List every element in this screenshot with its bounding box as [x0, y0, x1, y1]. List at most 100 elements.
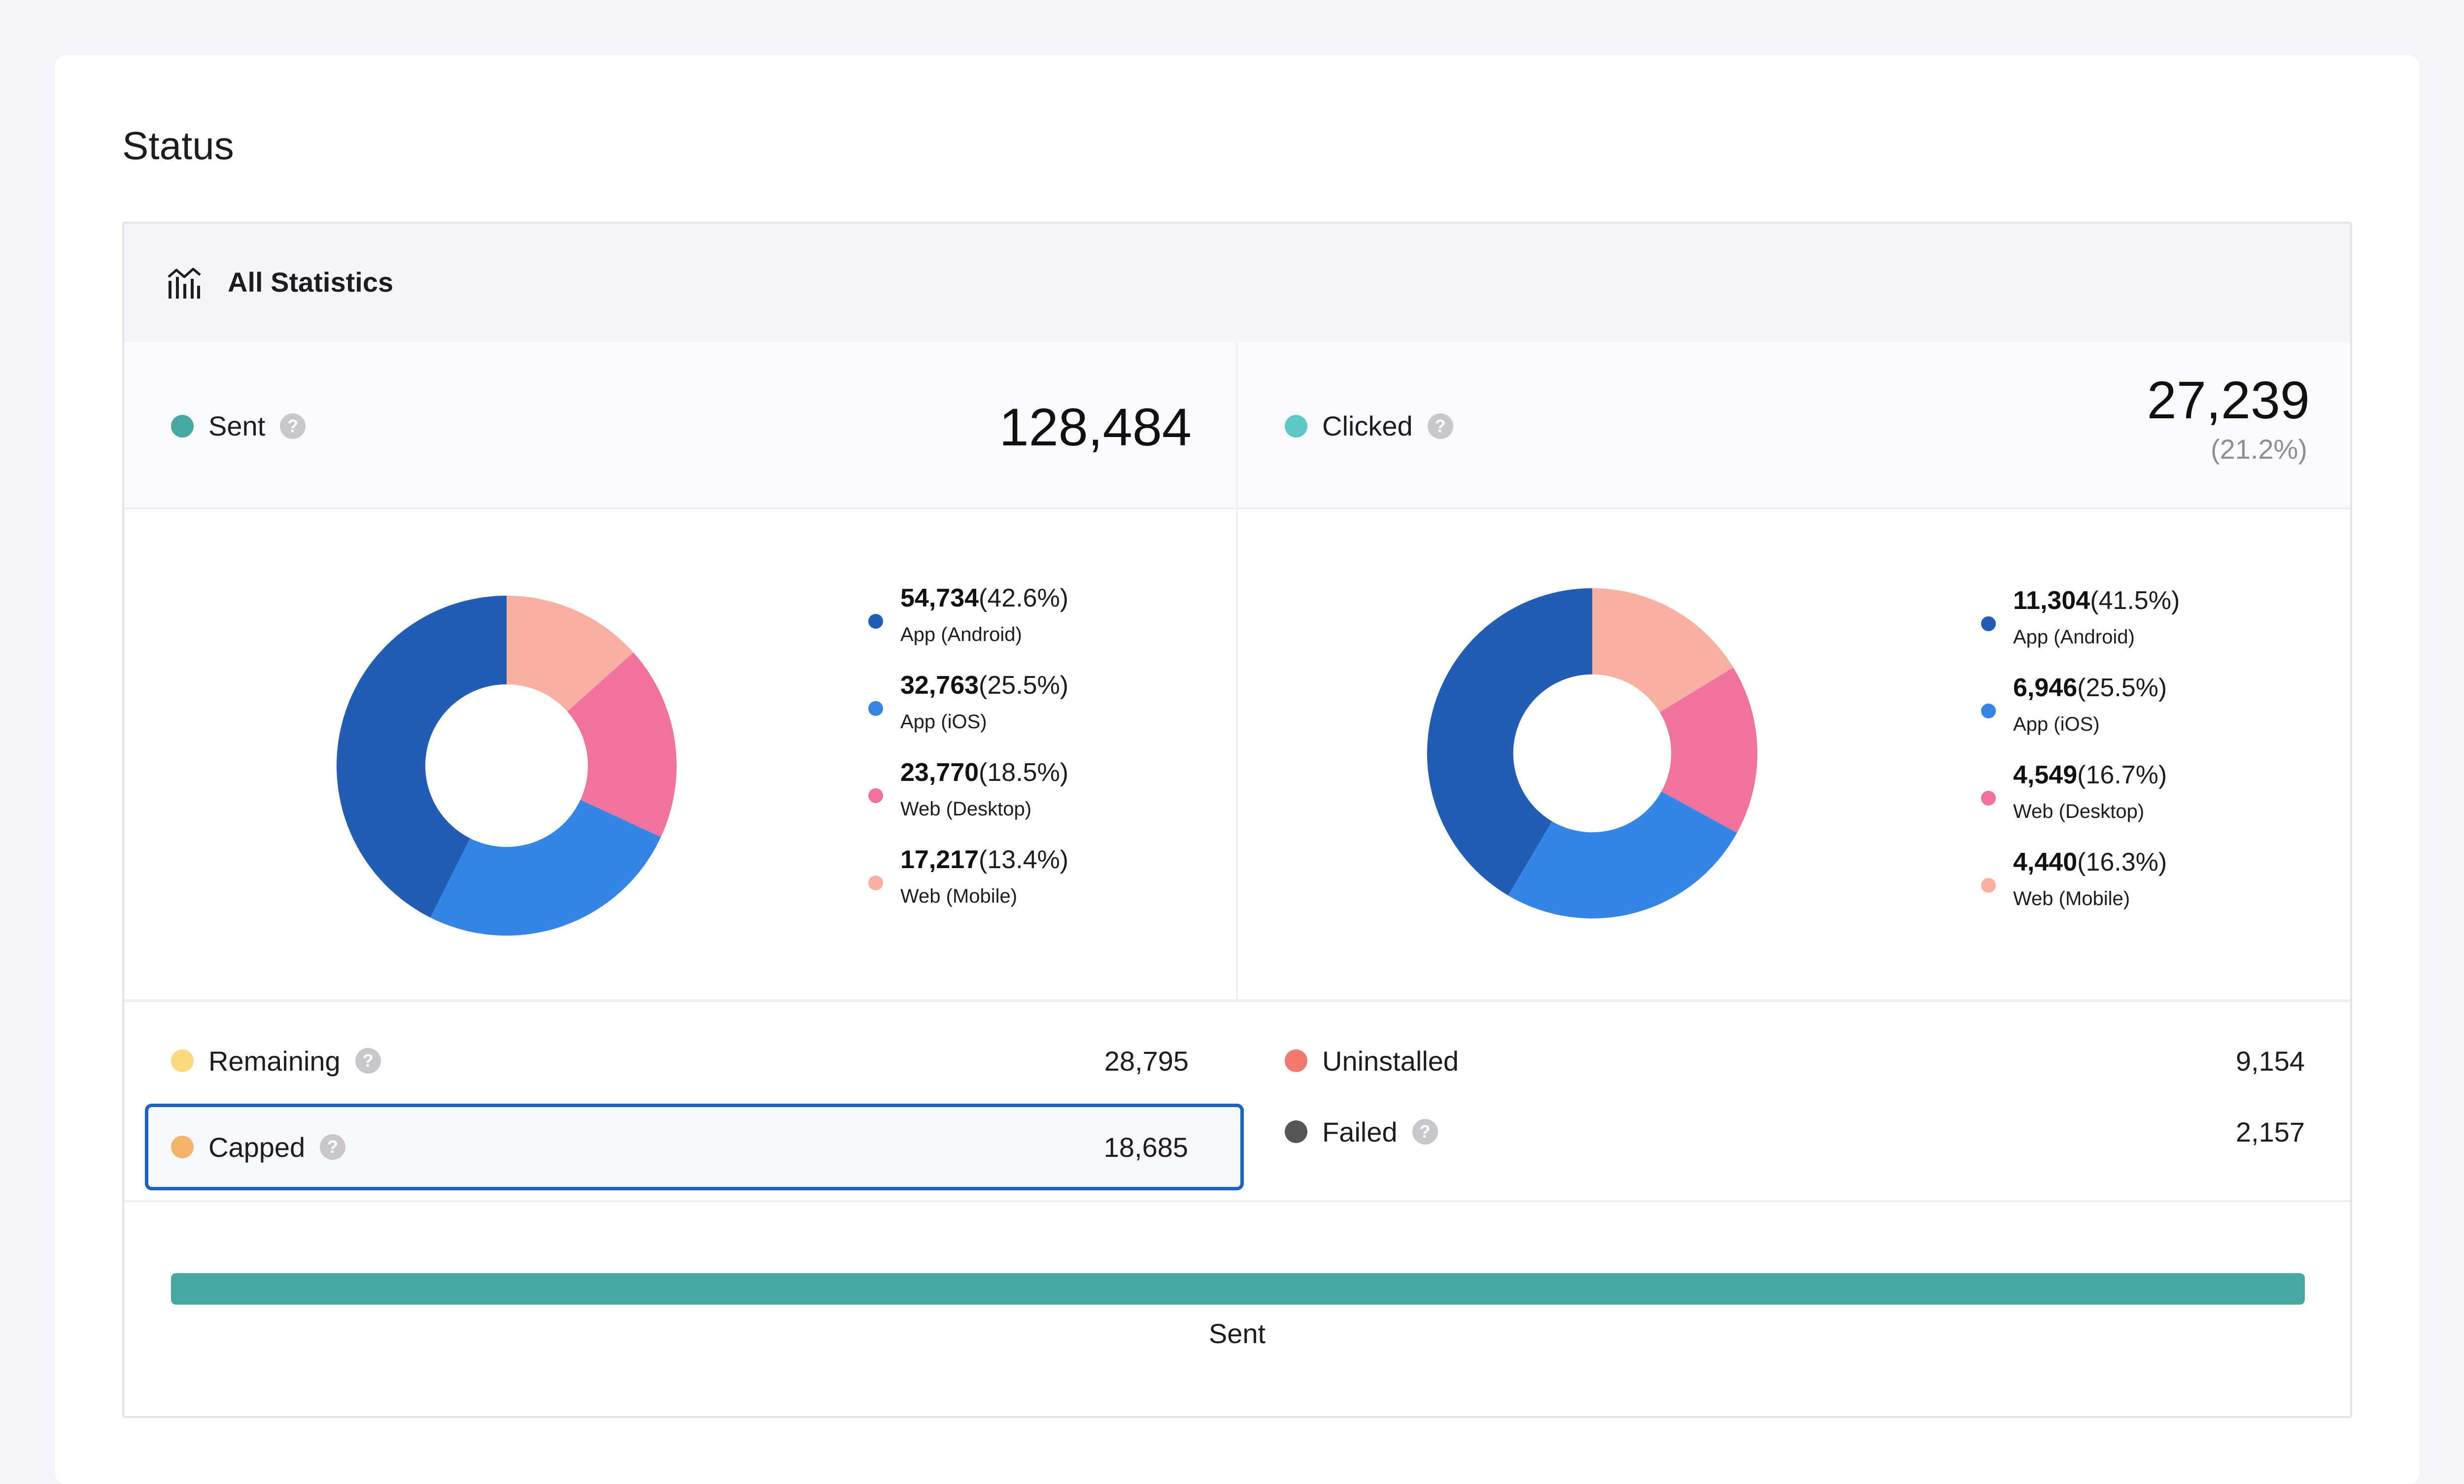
legend-percentage: (41.5%)	[2090, 586, 2180, 615]
legend-item: 23,770(18.5%) Web (Desktop)	[868, 758, 1213, 832]
legend-value: 54,734(42.6%)	[900, 583, 1068, 613]
legend-percentage: (13.4%)	[979, 845, 1069, 874]
legend-percentage: (16.3%)	[2077, 848, 2167, 877]
legend-percentage: (18.5%)	[979, 758, 1069, 787]
legend-dot	[1981, 791, 1996, 806]
legend-label: Web (Desktop)	[2013, 801, 2145, 822]
legend-label: App (Android)	[900, 624, 1022, 645]
legend-count: 6,946	[2013, 674, 2078, 702]
legend-percentage: (25.5%)	[2077, 674, 2167, 702]
sent-label: Sent	[208, 410, 266, 441]
legend-label: Web (Mobile)	[2013, 888, 2130, 910]
clicked-dot	[1285, 414, 1307, 438]
legend-count: 4,440	[2013, 848, 2078, 877]
panel-header: All Statistics	[124, 224, 2350, 342]
legend-value: 11,304(41.5%)	[2013, 586, 2180, 615]
clicked-label-group: Clicked ?	[1285, 410, 1453, 442]
legend-count: 11,304	[2013, 586, 2090, 615]
donut-slice-web-mobile[interactable]	[1592, 588, 1734, 712]
uninstalled-label: Uninstalled	[1322, 1045, 1459, 1077]
legend-label: App (Android)	[2013, 626, 2135, 648]
counts-section: Remaining ? 28,795 Capped ? 18,685 Unins…	[124, 1005, 2350, 1202]
failed-row: Failed ? 2,157	[1238, 1100, 2350, 1164]
legend-value: 4,440(16.3%)	[2013, 847, 2167, 877]
legend-count: 23,770	[900, 758, 979, 787]
legend-label: Web (Desktop)	[900, 798, 1032, 820]
legend-item: 4,440(16.3%) Web (Mobile)	[1981, 847, 2326, 921]
clicked-percentage: (21.2%)	[2210, 434, 2307, 465]
capped-value: 18,685	[1103, 1131, 1188, 1163]
uninstalled-value: 9,154	[2235, 1045, 2305, 1077]
legend-dot	[868, 701, 883, 716]
uninstalled-dot	[1285, 1049, 1307, 1072]
capped-row[interactable]: Capped ? 18,685	[145, 1104, 1244, 1190]
legend-value: 17,217(13.4%)	[900, 845, 1068, 875]
panel-title: All Statistics	[228, 267, 394, 298]
sent-label-group: Sent ?	[171, 410, 306, 442]
clicked-value: 27,239	[2147, 370, 2310, 430]
legend-label: Web (Mobile)	[900, 885, 1018, 907]
bar-chart-icon	[168, 268, 201, 299]
legend-label: App (iOS)	[900, 711, 987, 733]
legend-label: App (iOS)	[2013, 713, 2100, 735]
remaining-dot	[171, 1049, 194, 1072]
donut-slice-app-ios[interactable]	[430, 800, 661, 936]
help-icon[interactable]: ?	[1427, 413, 1453, 439]
page-title: Status	[122, 124, 234, 168]
sent-metric: Sent ? 128,484	[124, 342, 1238, 509]
help-icon[interactable]: ?	[1412, 1119, 1438, 1145]
legend-dot	[1981, 616, 1996, 631]
clicked-legend: 11,304(41.5%) App (Android) 6,946(25.5%) Ap…	[1981, 586, 2326, 931]
legend-count: 17,217	[900, 845, 979, 874]
donut-slice-app-ios[interactable]	[1508, 791, 1737, 919]
failed-label: Failed	[1322, 1116, 1398, 1147]
donut-slice-app-android[interactable]	[1427, 588, 1592, 896]
sent-dot	[171, 414, 194, 438]
remaining-label: Remaining	[208, 1045, 341, 1077]
legend-item: 17,217(13.4%) Web (Mobile)	[868, 845, 1213, 919]
clicked-donut-chart	[1427, 588, 1758, 919]
sent-legend: 54,734(42.6%) App (Android) 32,763(25.5%) A…	[868, 583, 1213, 928]
legend-dot	[868, 876, 883, 890]
donut-slice-web-desktop[interactable]	[567, 652, 677, 837]
legend-item: 32,763(25.5%) App (iOS)	[868, 671, 1213, 744]
sent-donut-chart	[337, 596, 677, 936]
help-icon[interactable]: ?	[280, 413, 306, 439]
remaining-value: 28,795	[1104, 1045, 1189, 1077]
legend-item: 11,304(41.5%) App (Android)	[1981, 586, 2326, 660]
legend-item: 4,549(16.7%) Web (Desktop)	[1981, 760, 2326, 834]
help-icon[interactable]: ?	[320, 1134, 346, 1160]
legend-dot	[868, 788, 883, 803]
donut-slice-web-desktop[interactable]	[1659, 667, 1758, 833]
legend-value: 6,946(25.5%)	[2013, 673, 2167, 703]
failed-value: 2,157	[2235, 1116, 2305, 1147]
help-icon[interactable]: ?	[355, 1048, 381, 1074]
donut-slice-web-mobile[interactable]	[507, 596, 634, 712]
legend-value: 32,763(25.5%)	[900, 671, 1068, 700]
legend-value: 23,770(18.5%)	[900, 758, 1068, 787]
legend-percentage: (25.5%)	[979, 671, 1069, 700]
legend-value: 4,549(16.7%)	[2013, 760, 2167, 790]
legend-item: 54,734(42.6%) App (Android)	[868, 583, 1213, 657]
clicked-breakdown: 11,304(41.5%) App (Android) 6,946(25.5%) Ap…	[1238, 509, 2350, 1002]
sent-progress-fill	[171, 1273, 2305, 1305]
legend-dot	[1981, 878, 1996, 893]
uninstalled-row: Uninstalled 9,154	[1238, 1029, 2350, 1093]
sent-progress-bar	[171, 1273, 2305, 1305]
clicked-metric: Clicked ? 27,239 (21.2%)	[1238, 342, 2350, 509]
legend-count: 54,734	[900, 584, 979, 612]
failed-dot	[1285, 1120, 1307, 1143]
all-statistics-panel: All Statistics Sent ? 128,484 Clicked ? …	[122, 222, 2352, 1418]
sent-value: 128,484	[999, 397, 1192, 457]
legend-percentage: (42.6%)	[979, 584, 1069, 612]
capped-dot	[171, 1136, 194, 1158]
legend-count: 4,549	[2013, 761, 2078, 789]
progress-label: Sent	[1208, 1318, 1266, 1349]
legend-percentage: (16.7%)	[2077, 761, 2167, 789]
legend-count: 32,763	[900, 671, 979, 700]
donut-slice-app-android[interactable]	[337, 596, 507, 918]
capped-label: Capped	[208, 1131, 306, 1163]
sent-breakdown: 54,734(42.6%) App (Android) 32,763(25.5%) A…	[124, 509, 1238, 1002]
legend-dot	[868, 614, 883, 629]
remaining-row: Remaining ? 28,795	[124, 1029, 1238, 1093]
